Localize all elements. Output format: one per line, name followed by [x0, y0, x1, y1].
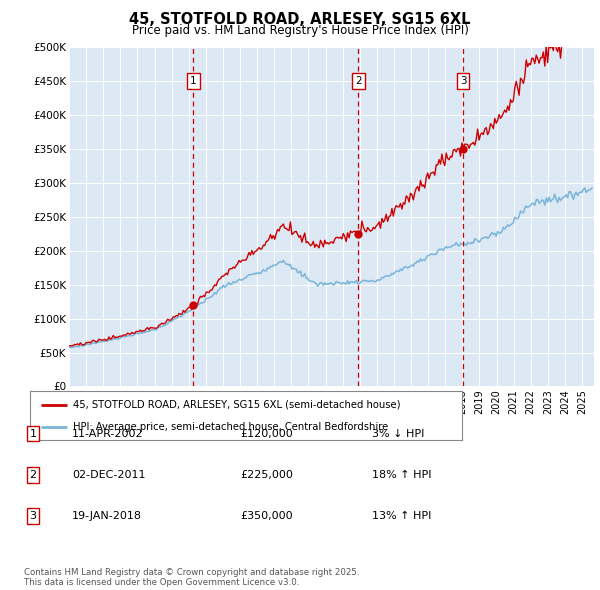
Text: Price paid vs. HM Land Registry's House Price Index (HPI): Price paid vs. HM Land Registry's House …	[131, 24, 469, 37]
Text: 2: 2	[29, 470, 37, 480]
Text: 45, STOTFOLD ROAD, ARLESEY, SG15 6XL (semi-detached house): 45, STOTFOLD ROAD, ARLESEY, SG15 6XL (se…	[73, 399, 401, 409]
Text: 02-DEC-2011: 02-DEC-2011	[72, 470, 146, 480]
Text: 2: 2	[355, 76, 362, 86]
Text: £350,000: £350,000	[240, 512, 293, 521]
Text: HPI: Average price, semi-detached house, Central Bedfordshire: HPI: Average price, semi-detached house,…	[73, 422, 388, 432]
Text: 3: 3	[460, 76, 467, 86]
Text: Contains HM Land Registry data © Crown copyright and database right 2025.
This d: Contains HM Land Registry data © Crown c…	[24, 568, 359, 587]
Text: 45, STOTFOLD ROAD, ARLESEY, SG15 6XL: 45, STOTFOLD ROAD, ARLESEY, SG15 6XL	[129, 12, 471, 27]
Text: £120,000: £120,000	[240, 429, 293, 438]
Text: 11-APR-2002: 11-APR-2002	[72, 429, 143, 438]
Text: £225,000: £225,000	[240, 470, 293, 480]
Text: 13% ↑ HPI: 13% ↑ HPI	[372, 512, 431, 521]
Text: 1: 1	[29, 429, 37, 438]
Text: 3% ↓ HPI: 3% ↓ HPI	[372, 429, 424, 438]
Text: 3: 3	[29, 512, 37, 521]
Text: 19-JAN-2018: 19-JAN-2018	[72, 512, 142, 521]
Text: 18% ↑ HPI: 18% ↑ HPI	[372, 470, 431, 480]
Text: 1: 1	[190, 76, 197, 86]
